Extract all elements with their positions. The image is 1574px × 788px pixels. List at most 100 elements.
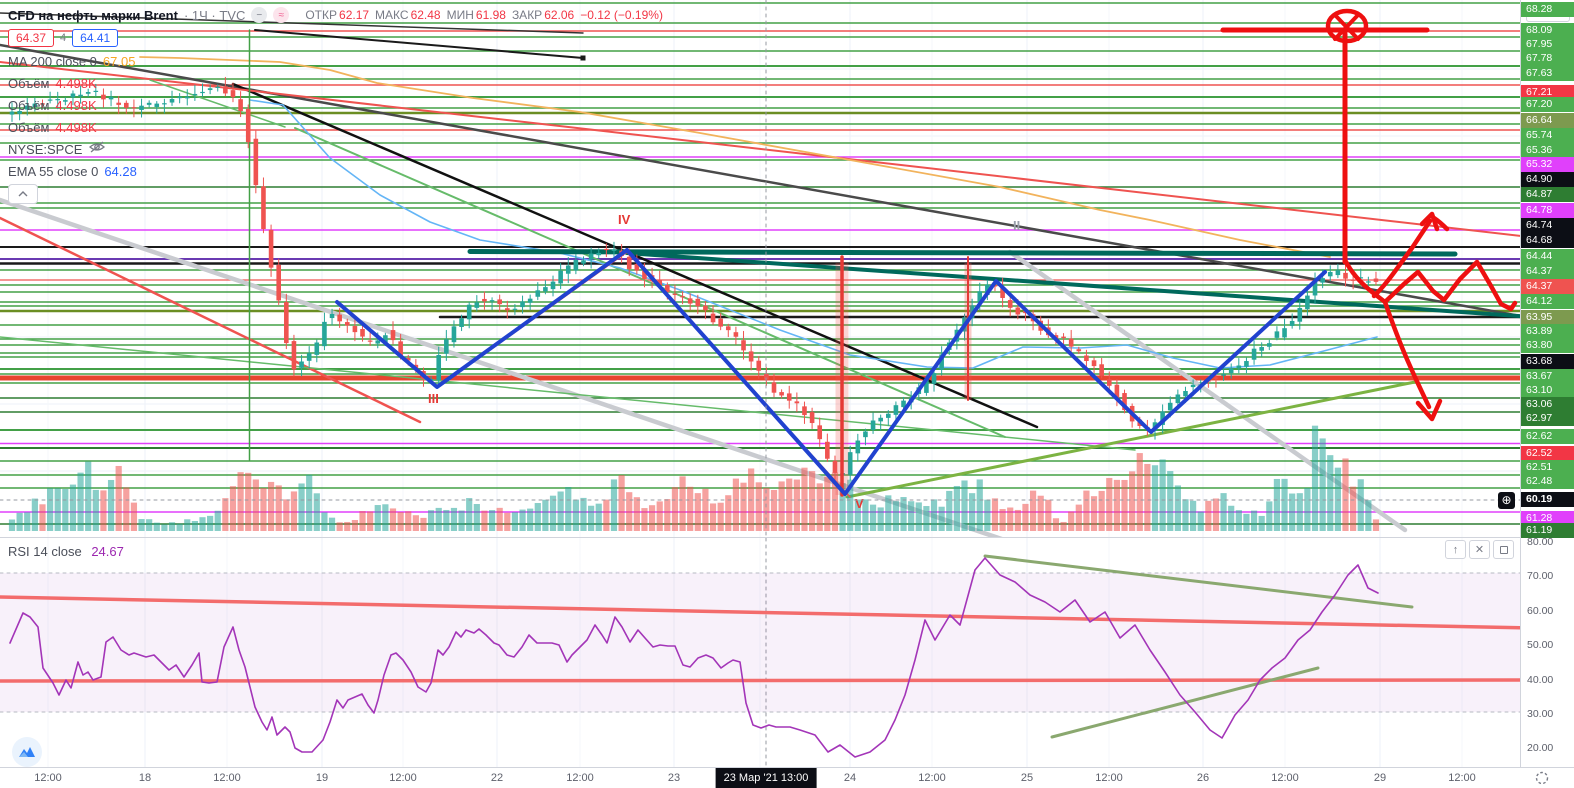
- price-level-label: 62.48: [1521, 474, 1574, 489]
- price-level-label: 62.97: [1521, 411, 1574, 426]
- ma200-row[interactable]: MA 200 close 0 67.05: [8, 51, 663, 71]
- ask-flag[interactable]: 64.41: [72, 29, 119, 47]
- time-label: 23: [667, 772, 681, 784]
- volume-label-1: Объём: [8, 75, 50, 91]
- volume-row-2[interactable]: Объём 4.498K: [8, 95, 663, 115]
- tradingview-logo[interactable]: [12, 737, 42, 767]
- wave-label-II: II: [1013, 218, 1020, 233]
- time-label: 12:00: [566, 772, 594, 784]
- wave-label-III: III: [428, 391, 439, 406]
- ma200-label: MA 200 close 0: [8, 53, 97, 69]
- rsi-pane-buttons: ↑ ✕: [1445, 540, 1514, 559]
- eye-off-icon[interactable]: [88, 140, 106, 159]
- price-level-label: 67.21: [1521, 85, 1574, 100]
- rsi-scale-label: 30.00: [1527, 708, 1554, 720]
- volume-value-1: 4.498K: [55, 75, 97, 91]
- crosshair-time-label: 23 Мар '21 13:00: [715, 768, 817, 788]
- rsi-legend-row[interactable]: RSI 14 close 24.67: [8, 544, 124, 559]
- ema55-row[interactable]: EMA 55 close 0 64.28: [8, 161, 663, 181]
- time-label: 24: [843, 772, 857, 784]
- bid-flag[interactable]: 64.37: [8, 29, 55, 47]
- maximize-pane-button[interactable]: [1493, 540, 1514, 559]
- time-label: 12:00: [1095, 772, 1123, 784]
- time-label: 12:00: [389, 772, 417, 784]
- spread-value: 4: [60, 32, 67, 44]
- price-level-label: 63.80: [1521, 338, 1574, 353]
- price-level-label: 67.78: [1521, 51, 1574, 66]
- hidden-symbol-label: NYSE:SPCE: [8, 141, 83, 157]
- rsi-label: RSI 14 close: [8, 544, 82, 559]
- price-scale-plus-button[interactable]: ⊕: [1498, 492, 1515, 509]
- open-value: 62.17: [339, 8, 370, 22]
- rsi-value: 24.67: [91, 544, 124, 559]
- time-label: 29: [1373, 772, 1387, 784]
- rsi-scale-label: 50.00: [1527, 639, 1554, 651]
- ma200-value: 67.05: [102, 53, 136, 69]
- price-level-label: 64.87: [1521, 187, 1574, 202]
- price-level-label: 68.09: [1521, 23, 1574, 38]
- volume-row-1[interactable]: Объём 4.498K: [8, 73, 663, 93]
- price-level-label: 61.28: [1521, 511, 1574, 526]
- price-level-label: 67.20: [1521, 97, 1574, 112]
- price-level-label: 68.28: [1521, 2, 1574, 17]
- price-level-label: 64.37: [1521, 264, 1574, 279]
- hidden-symbol-row[interactable]: NYSE:SPCE: [8, 139, 663, 159]
- symbol-title-row[interactable]: CFD на нефть марки Brent · 1Ч · TVC − ≈ …: [8, 4, 663, 26]
- move-pane-up-button[interactable]: ↑: [1445, 540, 1466, 559]
- collapse-legend-button[interactable]: [8, 184, 38, 204]
- time-label: 12:00: [1448, 772, 1476, 784]
- time-label: 12:00: [1271, 772, 1299, 784]
- high-label: МАКС: [375, 8, 409, 22]
- volume-value-3: 4.498K: [55, 119, 97, 135]
- price-level-label: 65.32: [1521, 157, 1574, 172]
- price-level-label: 61.19: [1521, 523, 1574, 538]
- price-level-label: 63.68: [1521, 354, 1574, 369]
- mountain-logo-icon: [19, 747, 35, 757]
- price-axis[interactable]: USD 68.2868.0967.9567.7867.6367.2167.206…: [1520, 0, 1574, 767]
- price-level-label: 64.37: [1521, 279, 1574, 294]
- rsi-scale-label: 80.00: [1527, 536, 1554, 548]
- price-level-label: 63.67: [1521, 369, 1574, 384]
- price-level-label: 62.51: [1521, 460, 1574, 475]
- bid-ask-row: 64.37 4 64.41: [8, 28, 663, 48]
- rsi-scale-label: 20.00: [1527, 742, 1554, 754]
- time-label: 12:00: [34, 772, 62, 784]
- price-level-label: 66.64: [1521, 113, 1574, 128]
- approx-circle-icon[interactable]: ≈: [273, 7, 290, 23]
- price-level-label: 64.90: [1521, 172, 1574, 187]
- minus-circle-icon[interactable]: −: [251, 7, 268, 23]
- price-level-label: 64.78: [1521, 203, 1574, 218]
- axis-settings-icon[interactable]: [1533, 769, 1551, 787]
- crosshair-price-label: 60.19: [1521, 492, 1574, 507]
- low-value: 61.98: [475, 8, 506, 22]
- rsi-chart-svg[interactable]: [0, 538, 1520, 767]
- price-level-label: 64.44: [1521, 249, 1574, 264]
- price-level-label: 64.74: [1521, 218, 1574, 233]
- time-axis[interactable]: 12:00 18 12:00 19 12:00 22 12:00 23 24 12:00 25 12:…: [0, 767, 1574, 788]
- time-label: 12:00: [213, 772, 241, 784]
- symbol-title: CFD на нефть марки Brent: [8, 7, 178, 23]
- open-label: ОТКР: [305, 8, 338, 22]
- main-chart-svg[interactable]: III IV V II: [0, 0, 1520, 537]
- rsi-scale-label: 60.00: [1527, 605, 1554, 617]
- price-level-label: 65.74: [1521, 128, 1574, 143]
- price-level-label: 62.52: [1521, 446, 1574, 461]
- low-label: МИН: [446, 8, 474, 22]
- time-label: 25: [1020, 772, 1034, 784]
- volume-row-3[interactable]: Объём 4.498K: [8, 117, 663, 137]
- close-pane-button[interactable]: ✕: [1469, 540, 1490, 559]
- price-level-label: 64.12: [1521, 294, 1574, 309]
- symbol-subtitle: · 1Ч · TVC: [183, 7, 246, 23]
- close-value: 62.06: [544, 8, 575, 22]
- price-level-label: 63.89: [1521, 324, 1574, 339]
- price-level-label: 67.95: [1521, 37, 1574, 52]
- wave-label-IV: IV: [618, 212, 631, 227]
- time-label: 18: [138, 772, 152, 784]
- rsi-scale-label: 70.00: [1527, 570, 1554, 582]
- price-level-label: 63.06: [1521, 397, 1574, 412]
- volume-label-2: Объём: [8, 97, 50, 113]
- chart-area[interactable]: III IV V II CFD на нефть марки Brent · 1Ч ·…: [0, 0, 1520, 767]
- price-level-label: 62.62: [1521, 429, 1574, 444]
- time-label: 19: [315, 772, 329, 784]
